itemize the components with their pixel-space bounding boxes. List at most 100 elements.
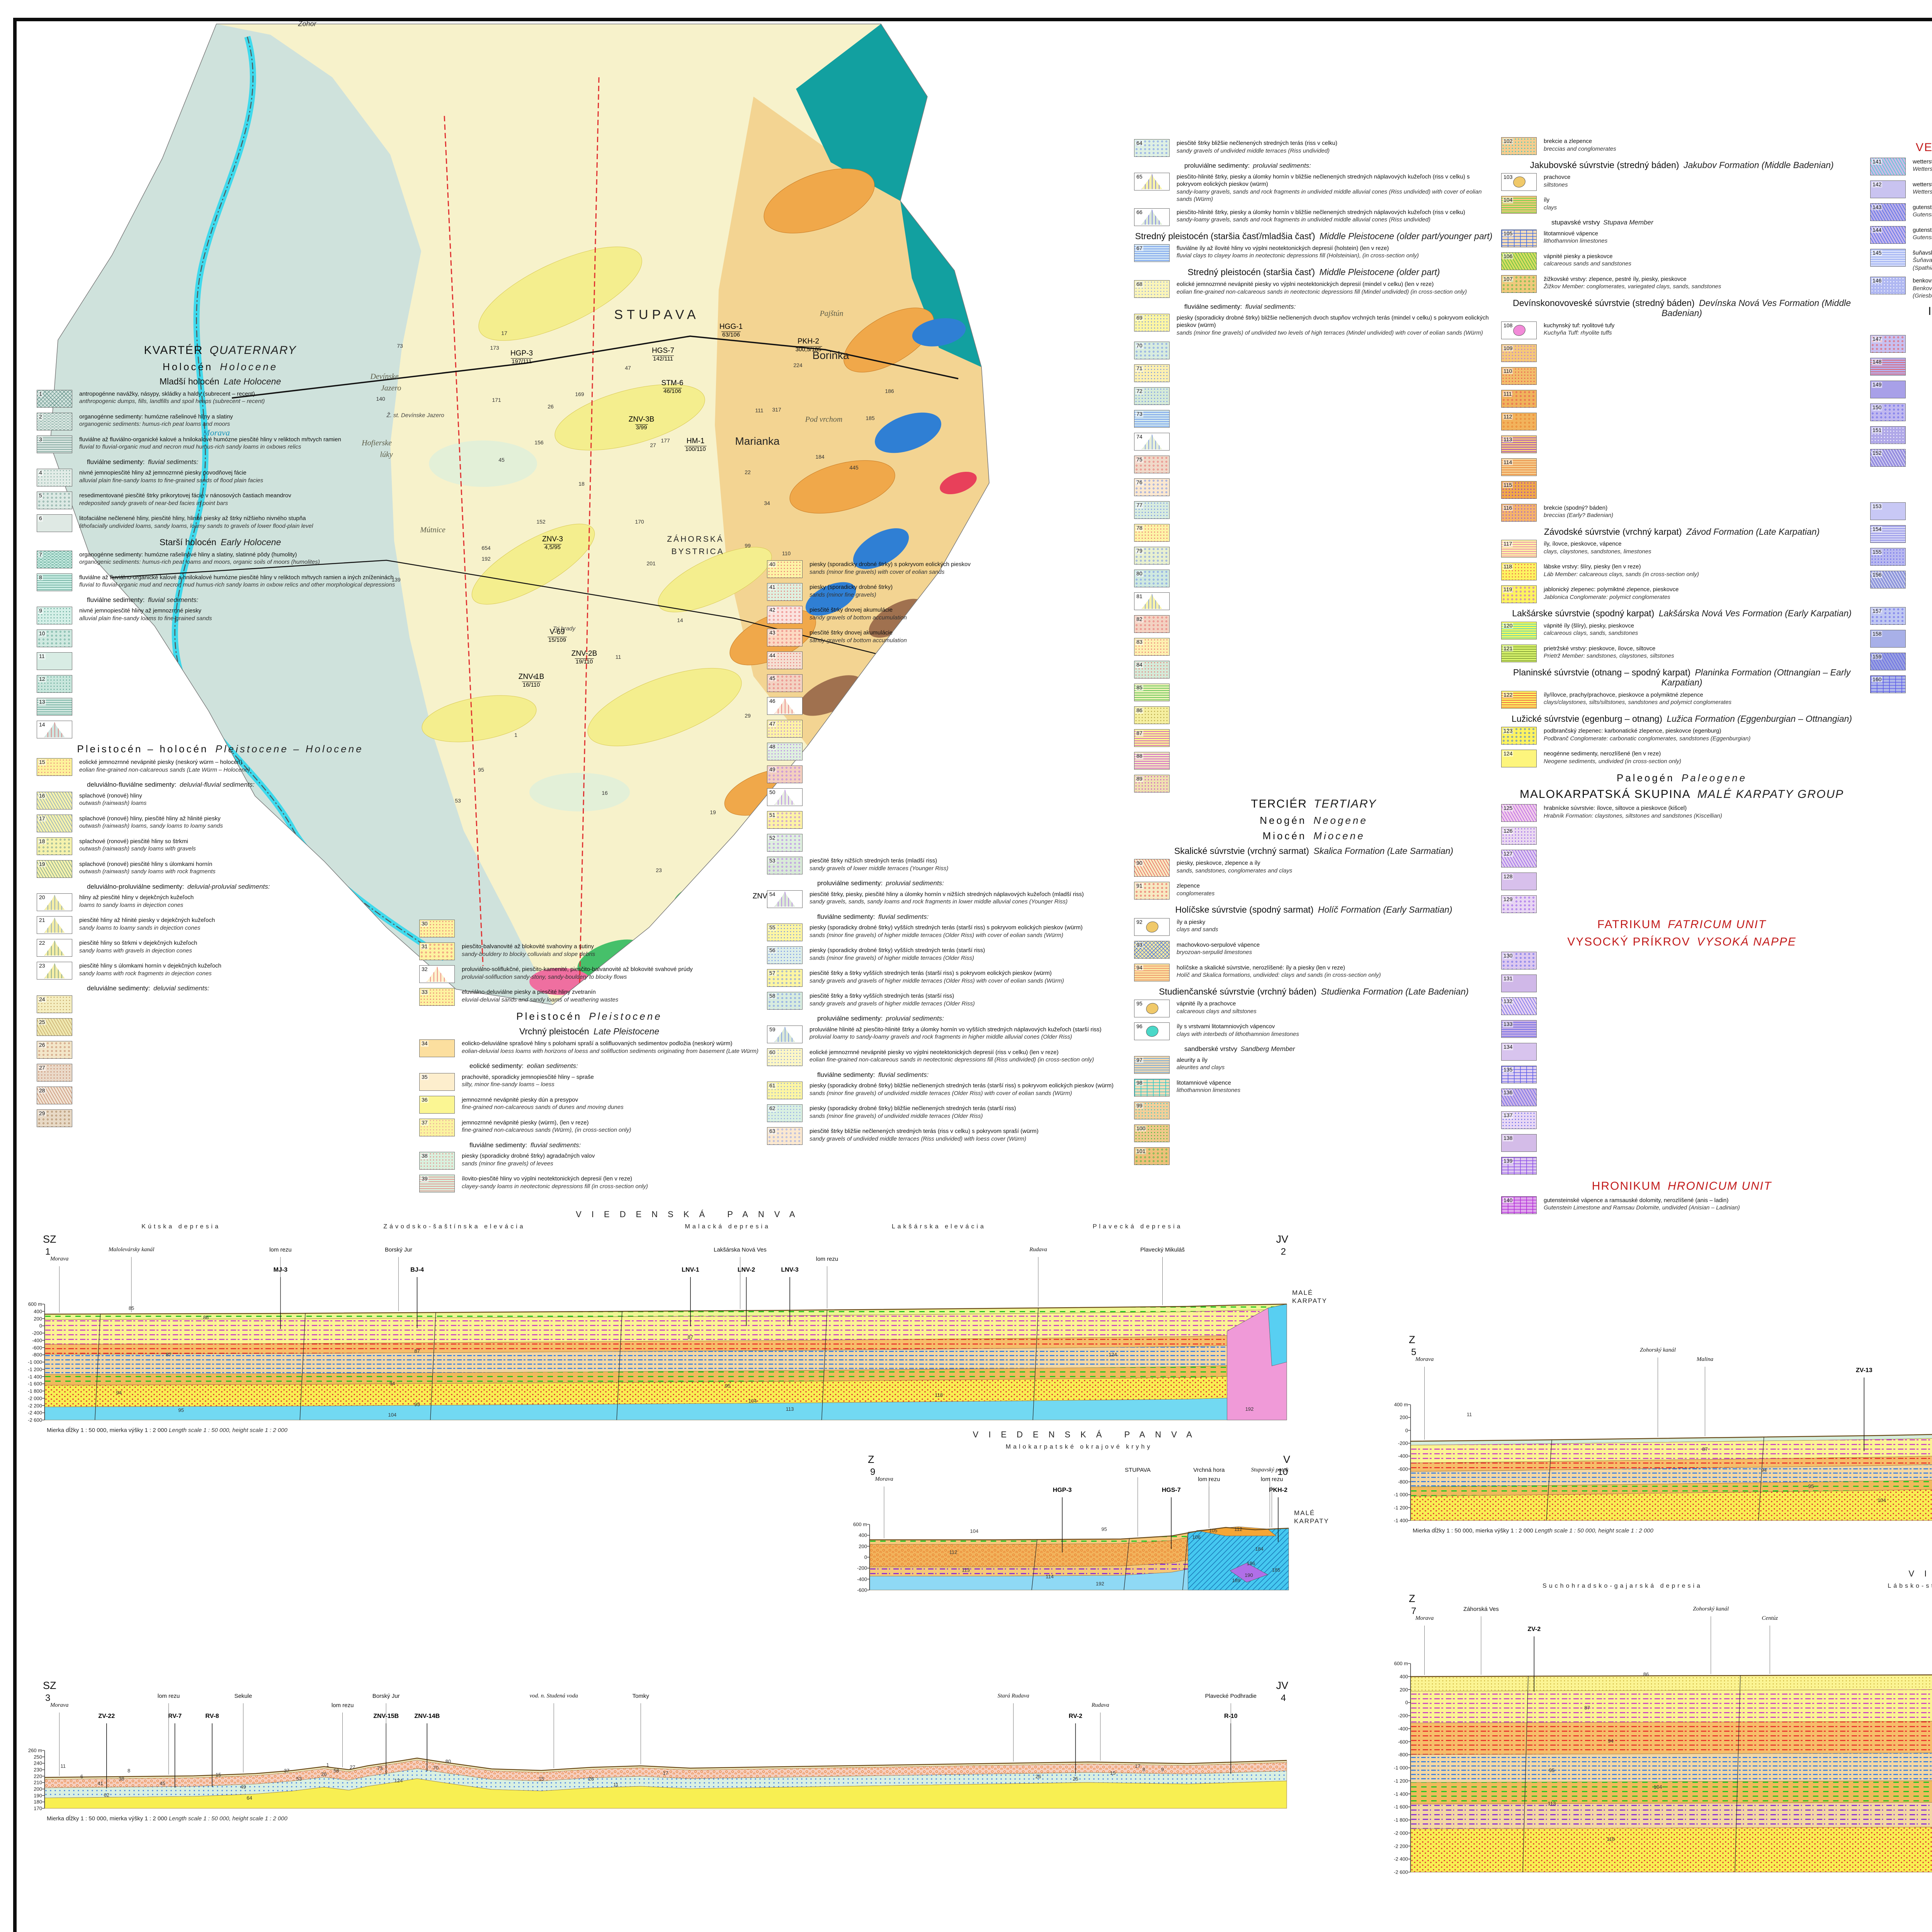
- map-number: 53: [455, 798, 461, 804]
- section-surface-label: Centúz: [1762, 1615, 1778, 1621]
- map-number: 317: [772, 406, 781, 413]
- svg-text:41: 41: [97, 1781, 103, 1786]
- legend-heading: deluviálno-fluviálne sedimenty: deluvial…: [87, 781, 255, 789]
- legend-number: 130: [1503, 952, 1514, 959]
- svg-text:87: 87: [1702, 1446, 1708, 1452]
- map-label-dev-nske: Devínske: [370, 372, 399, 381]
- legend-number: 6: [38, 515, 43, 522]
- section-trace: [77, 560, 966, 677]
- legend-item: 122 íly/ílovce, prachy/prachovce, pieskov…: [1501, 690, 1862, 709]
- legend-item: 67 fluviálne íly až ílovité hliny vo výpl…: [1134, 244, 1493, 262]
- legend-swatch: 145: [1870, 248, 1906, 267]
- legend-number: 119: [1503, 586, 1513, 593]
- legend-number: 16: [38, 792, 46, 799]
- legend-item: 42 piesčité štrky dnovej akumulácie sandy …: [767, 606, 1126, 624]
- svg-text:87: 87: [166, 1352, 171, 1357]
- legend-swatch: 6: [37, 514, 72, 532]
- legend-number: 126: [1503, 828, 1514, 834]
- legend-text: gutensteinské vápence a ramsauské dolomi…: [1544, 1197, 1740, 1211]
- legend-swatch: 122: [1501, 690, 1537, 709]
- legend-item: 20 hliny až piesčité hliny v dejekčných k…: [37, 893, 404, 912]
- legend-swatch: 123: [1501, 727, 1537, 745]
- map-number: 186: [885, 388, 894, 394]
- legend-heading: Planinské súvrstvie (otnang – spodný kar…: [1513, 667, 1851, 688]
- legend-column-4: 64 piesčité štrky bližšie nečlenených str…: [1134, 139, 1493, 1170]
- cone-symbol: [774, 1026, 795, 1042]
- legend-number: 62: [769, 1105, 776, 1112]
- legend-swatch: 105: [1501, 229, 1537, 247]
- legend-number: 44: [769, 652, 776, 659]
- legend-item: 63 piesčité štrky bližšie nečlenených str…: [767, 1127, 1126, 1145]
- oval-symbol: [1145, 920, 1160, 934]
- legend-item: 126: [1501, 827, 1862, 845]
- legend-text: žižkovské vrstvy: zlepence, pestré íly, …: [1544, 276, 1721, 290]
- legend-text: íly a piesky clays and sands: [1177, 918, 1218, 933]
- legend-swatch: 48: [767, 743, 803, 760]
- elevation-tick: -600: [1398, 1739, 1408, 1745]
- legend-text: organogénne sedimenty: humózne rašelinov…: [79, 551, 320, 566]
- legend-item: 38 piesky (sporadicky drobné štrky) agrad…: [419, 1152, 759, 1170]
- legend-swatch: 115: [1501, 481, 1537, 499]
- legend-number: 21: [38, 917, 46, 923]
- legend-swatch: 112: [1501, 412, 1537, 430]
- legend-swatch: 120: [1501, 621, 1537, 639]
- elevation-tick: -2 400: [28, 1410, 42, 1416]
- legend-item: 109: [1501, 344, 1862, 362]
- legend-number: 2: [38, 413, 43, 420]
- legend-heading: fluviálne sedimenty: fluvial sediments:: [87, 458, 199, 466]
- legend-item: 158: [1870, 629, 1932, 648]
- legend-heading: FATRIKUM FATRICUM UNIT: [1597, 918, 1767, 931]
- legend-text: piesčito-hlinité štrky, piesky a úlomky …: [1177, 173, 1482, 203]
- map-number: 139: [391, 577, 401, 583]
- legend-heading: fluviálne sedimenty: fluvial sediments:: [87, 596, 199, 604]
- legend-number: 118: [1503, 563, 1513, 570]
- legend-text: piesčité štrky bližšie nečlenených stred…: [1177, 140, 1337, 154]
- legend-item: 155: [1870, 548, 1932, 566]
- legend-swatch: 67: [1134, 244, 1170, 262]
- legend-item: 90 piesky, pieskovce, zlepence a íly sands…: [1134, 859, 1493, 877]
- svg-text:104: 104: [1654, 1784, 1662, 1790]
- elevation-tick: -1 600: [1394, 1804, 1408, 1810]
- legend-item: 79: [1134, 547, 1493, 565]
- legend-swatch: 92: [1134, 918, 1170, 936]
- legend-swatch: 118: [1501, 563, 1537, 581]
- legend-text: podbrančský zlepenec: karbonatické zlepe…: [1544, 728, 1751, 742]
- legend-number: 116: [1503, 504, 1513, 511]
- legend-number: 59: [769, 1026, 776, 1033]
- svg-text:192: 192: [1245, 1406, 1254, 1412]
- legend-swatch: 66: [1134, 208, 1170, 226]
- map-borehole-znv-3b: ZNV-3B 3/99: [628, 415, 655, 431]
- legend-text: šuňavské súvrstvie: pestré jemnozrnné ar…: [1913, 249, 1932, 271]
- legend-swatch: 97: [1134, 1056, 1170, 1074]
- elevation-tick: -400: [32, 1337, 42, 1344]
- legend-heading: sandberské vrstvy Sandberg Member: [1184, 1045, 1295, 1053]
- legend-number: 57: [769, 970, 776, 976]
- legend-text: splachové (ronové) piesčité hliny s úlom…: [79, 861, 216, 875]
- legend-text: litotamniové vápence lithothamnion limest…: [1544, 230, 1608, 245]
- legend-swatch: 57: [767, 969, 803, 987]
- legend-item: 146 benkovské súvrstvie: svetločervené ar…: [1870, 277, 1932, 300]
- legend-swatch: 152: [1870, 449, 1906, 467]
- legend-number: 82: [1136, 616, 1143, 622]
- legend-number: 66: [1136, 209, 1143, 215]
- map-number: 95: [478, 767, 484, 773]
- legend-item: 84: [1134, 661, 1493, 679]
- legend-text: litofaciálne nečlenené hliny, piesčité h…: [79, 515, 313, 529]
- map-label-l-ky: lúky: [380, 450, 393, 459]
- legend-item: 138: [1501, 1134, 1862, 1152]
- legend-item: 143 gutensteinské vápence: sivé vrstvovit…: [1870, 203, 1932, 221]
- legend-swatch: 150: [1870, 403, 1906, 422]
- elevation-tick: -200: [1398, 1440, 1408, 1446]
- legend-text: machovkovo-serpulové vápence bryozoan-ser…: [1177, 941, 1260, 956]
- elevation-tick: -800: [32, 1352, 42, 1358]
- legend-text: organogénne sedimenty: humózne rašelinov…: [79, 413, 233, 428]
- legend-text: piesčité štrky bližšie nečlenených stred…: [810, 1128, 1039, 1142]
- section-surface-label: STUPAVA: [1125, 1467, 1151, 1473]
- legend-number: 98: [1136, 1079, 1143, 1086]
- legend-number: 15: [38, 759, 46, 765]
- legend-swatch: 130: [1501, 952, 1537, 970]
- scale-caption: Mierka dĺžky 1 : 50 000, mierka výšky 1 …: [47, 1427, 287, 1434]
- legend-swatch: 131: [1501, 975, 1537, 993]
- svg-text:104: 104: [970, 1528, 978, 1534]
